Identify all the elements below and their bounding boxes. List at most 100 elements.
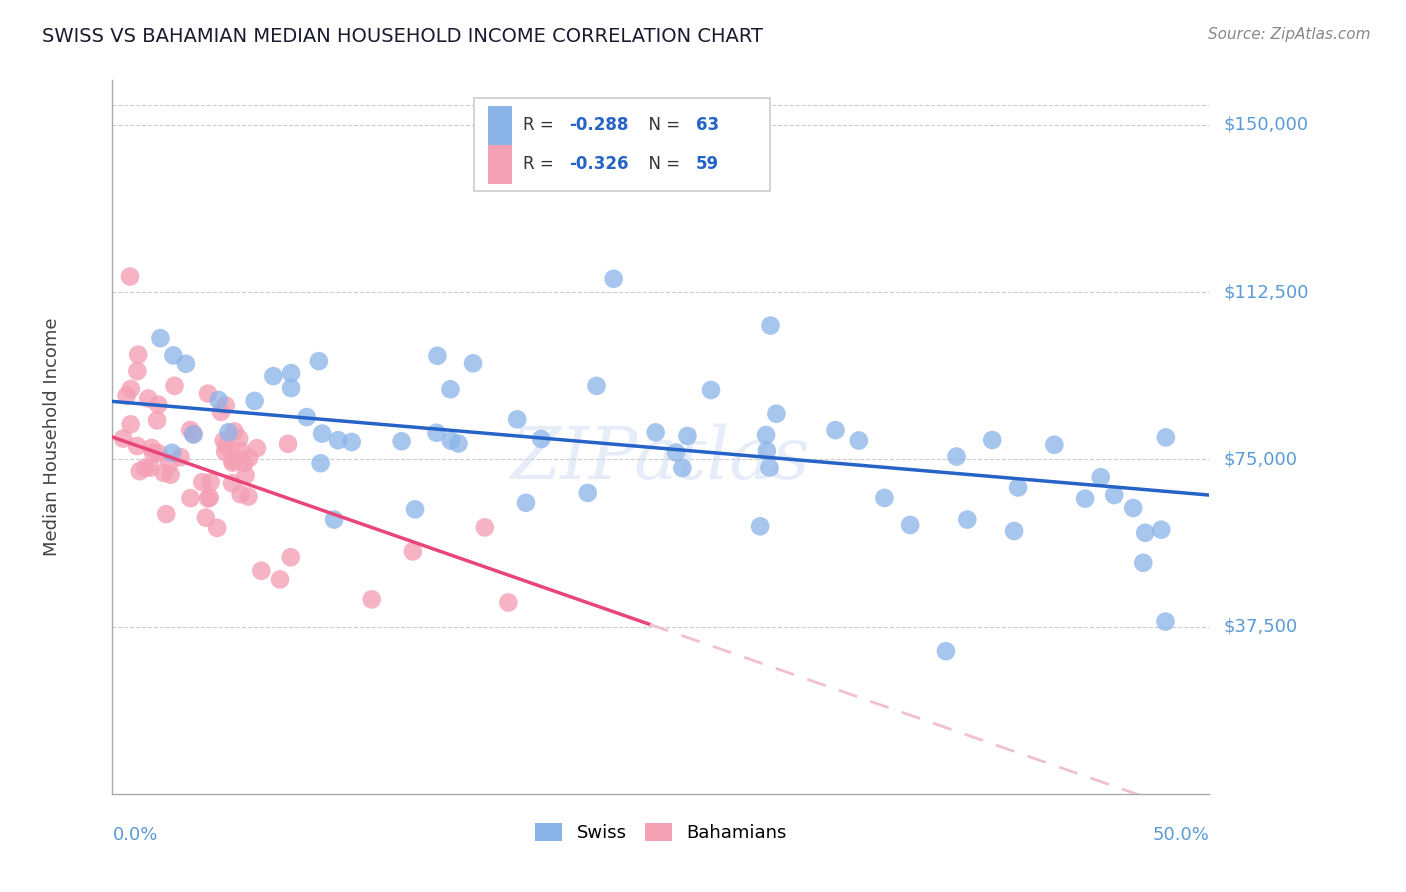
Text: N =: N = bbox=[638, 155, 685, 173]
Point bbox=[340, 434, 363, 449]
Point bbox=[425, 425, 447, 440]
Text: 63: 63 bbox=[696, 116, 718, 134]
Point bbox=[115, 389, 138, 403]
Point bbox=[755, 443, 778, 458]
Point bbox=[233, 456, 256, 470]
Point bbox=[461, 356, 484, 370]
Point bbox=[214, 444, 236, 458]
Point bbox=[141, 441, 163, 455]
Point bbox=[1043, 438, 1066, 452]
Point bbox=[246, 442, 269, 456]
Point bbox=[136, 392, 159, 406]
Point bbox=[229, 487, 252, 501]
Point bbox=[159, 456, 181, 470]
Point bbox=[174, 357, 197, 371]
Text: Source: ZipAtlas.com: Source: ZipAtlas.com bbox=[1208, 27, 1371, 42]
Point bbox=[160, 446, 183, 460]
Text: N =: N = bbox=[638, 116, 685, 134]
Point bbox=[873, 491, 896, 505]
Point bbox=[671, 461, 693, 475]
Point bbox=[112, 432, 135, 446]
Point bbox=[700, 383, 723, 397]
Point bbox=[644, 425, 666, 440]
Point bbox=[146, 413, 169, 427]
Point bbox=[323, 512, 346, 526]
Point bbox=[498, 595, 520, 609]
Point bbox=[1090, 470, 1112, 484]
Text: SWISS VS BAHAMIAN MEDIAN HOUSEHOLD INCOME CORRELATION CHART: SWISS VS BAHAMIAN MEDIAN HOUSEHOLD INCOM… bbox=[42, 27, 763, 45]
Point bbox=[139, 460, 162, 475]
Point bbox=[1007, 480, 1029, 494]
Point bbox=[148, 446, 170, 460]
Point bbox=[215, 399, 238, 413]
Point bbox=[134, 460, 156, 475]
Point bbox=[404, 502, 426, 516]
Point bbox=[179, 423, 201, 437]
Text: $112,500: $112,500 bbox=[1223, 283, 1309, 301]
Point bbox=[759, 318, 782, 333]
Point bbox=[152, 466, 174, 480]
Point bbox=[269, 573, 291, 587]
Point bbox=[1002, 524, 1025, 538]
Point bbox=[118, 269, 141, 284]
Text: ZIPatlas: ZIPatlas bbox=[510, 423, 811, 494]
Point bbox=[169, 450, 191, 465]
Point bbox=[205, 521, 228, 535]
Point bbox=[447, 436, 470, 450]
Point bbox=[506, 412, 529, 426]
Point bbox=[142, 446, 165, 460]
Point bbox=[602, 272, 624, 286]
Point bbox=[226, 450, 249, 465]
Point bbox=[440, 434, 463, 448]
Point bbox=[295, 410, 318, 425]
Text: $150,000: $150,000 bbox=[1223, 116, 1308, 134]
Point bbox=[848, 434, 870, 448]
Point bbox=[215, 439, 238, 453]
Point bbox=[197, 491, 219, 506]
Point bbox=[665, 445, 688, 459]
Text: $37,500: $37,500 bbox=[1223, 617, 1298, 636]
Point bbox=[765, 407, 787, 421]
Point bbox=[426, 349, 449, 363]
Point bbox=[360, 592, 382, 607]
Point bbox=[311, 426, 333, 441]
Point bbox=[280, 550, 302, 565]
Point bbox=[162, 348, 184, 362]
Point bbox=[898, 518, 921, 533]
Point bbox=[197, 386, 219, 401]
Text: R =: R = bbox=[523, 116, 558, 134]
Point bbox=[183, 427, 205, 442]
Point bbox=[824, 423, 846, 437]
Point bbox=[755, 428, 778, 442]
Point bbox=[1154, 615, 1177, 629]
Point bbox=[238, 450, 260, 465]
Point bbox=[243, 393, 266, 408]
Text: Median Household Income: Median Household Income bbox=[44, 318, 62, 557]
Point bbox=[198, 491, 221, 505]
FancyBboxPatch shape bbox=[488, 105, 512, 145]
Text: -0.288: -0.288 bbox=[568, 116, 628, 134]
Point bbox=[163, 379, 186, 393]
Point bbox=[221, 476, 243, 491]
Point bbox=[1122, 500, 1144, 515]
Text: -0.326: -0.326 bbox=[568, 155, 628, 173]
Point bbox=[221, 456, 243, 470]
FancyBboxPatch shape bbox=[488, 145, 512, 184]
Point bbox=[222, 453, 245, 467]
Point bbox=[280, 366, 302, 380]
Point bbox=[439, 382, 461, 396]
Point bbox=[402, 544, 425, 558]
Text: 50.0%: 50.0% bbox=[1153, 826, 1209, 844]
Point bbox=[262, 369, 284, 384]
Point bbox=[207, 392, 229, 407]
Point bbox=[224, 425, 246, 439]
Point bbox=[127, 348, 149, 362]
Point bbox=[191, 475, 214, 490]
Text: R =: R = bbox=[523, 155, 558, 173]
Point bbox=[981, 433, 1004, 447]
Legend: Swiss, Bahamians: Swiss, Bahamians bbox=[527, 815, 794, 849]
Point bbox=[148, 398, 170, 412]
Point bbox=[179, 491, 201, 505]
Point bbox=[120, 382, 142, 396]
Point bbox=[474, 520, 496, 534]
